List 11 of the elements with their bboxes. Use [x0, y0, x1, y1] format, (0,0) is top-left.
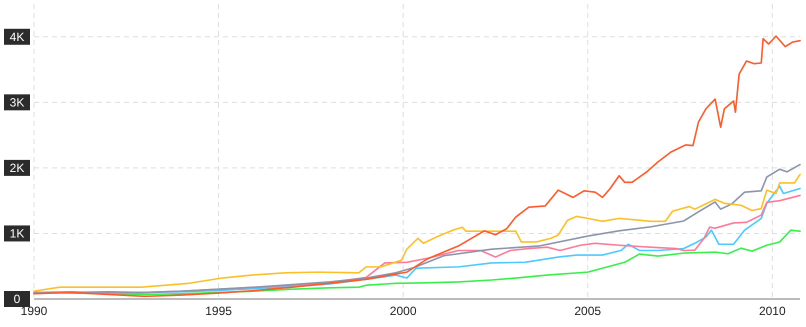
- y-tick-label: 3K: [10, 95, 24, 110]
- x-tick-label: 2000: [390, 304, 417, 318]
- x-tick-label: 1990: [20, 304, 48, 318]
- x-tick-label: 1995: [205, 304, 232, 318]
- line-series: [33, 35, 801, 298]
- x-tick-label: 2010: [758, 304, 786, 318]
- y-tick-label: 4K: [10, 30, 24, 44]
- y-tick-label: 2K: [10, 160, 24, 175]
- x-tick-label: 2005: [574, 304, 602, 318]
- y-tick-label: 1K: [10, 226, 24, 240]
- y-tick-label: 0: [14, 292, 21, 306]
